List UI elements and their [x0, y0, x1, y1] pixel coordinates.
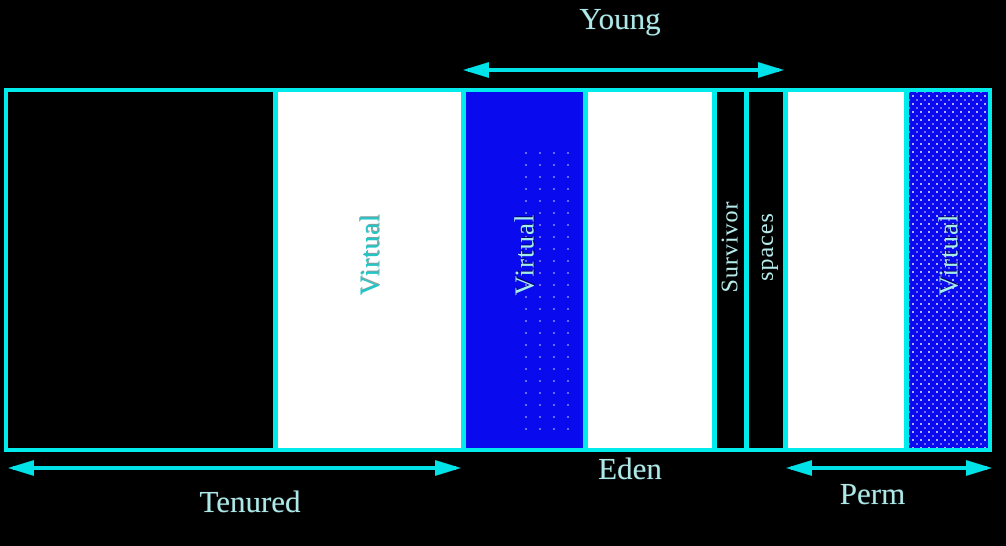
eden-space-label: Eden	[598, 451, 662, 486]
section-tenured-virtual: Virtual	[278, 92, 461, 448]
section-tenured-used	[8, 92, 273, 448]
section-perm-virtual: Virtual	[909, 92, 988, 448]
section-survivor-1: Survivor	[717, 92, 744, 448]
section-eden	[588, 92, 712, 448]
tenured-generation-label: Tenured	[199, 484, 301, 519]
young-generation-label: Young	[579, 1, 661, 36]
tenured-extent-arrow	[8, 460, 461, 476]
tenured-virtual-label: Virtual	[353, 213, 384, 295]
perm-virtual-label: Virtual	[933, 213, 964, 295]
perm-extent-arrow	[786, 460, 992, 476]
arrow-line	[791, 466, 987, 470]
heap-frame: Virtual Virtual Survivor spaces Virtual	[4, 88, 992, 452]
perm-generation-label: Perm	[839, 476, 906, 511]
arrow-line	[13, 466, 456, 470]
section-survivor-2: spaces	[749, 92, 783, 448]
section-young-virtual: Virtual	[466, 92, 583, 448]
spaces-label: spaces	[752, 211, 779, 281]
arrow-line	[468, 68, 779, 72]
survivor-label: Survivor	[717, 200, 743, 292]
young-extent-arrow	[463, 62, 784, 78]
young-virtual-label: Virtual	[508, 213, 539, 295]
section-perm-used	[788, 92, 904, 448]
